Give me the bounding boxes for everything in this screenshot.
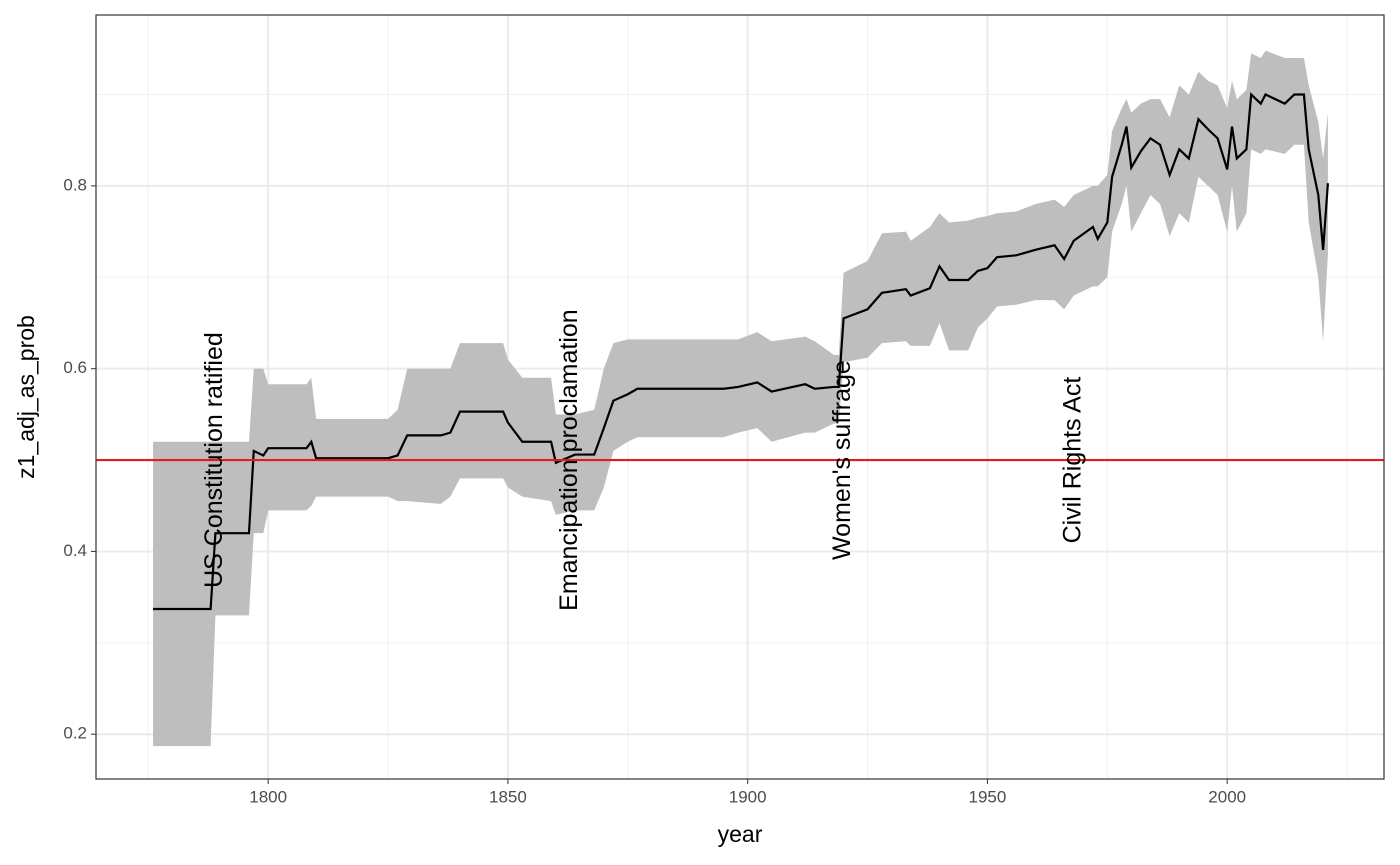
annotation: Women's suffrage (828, 360, 856, 560)
x-tick-label: 2000 (1208, 787, 1246, 806)
x-tick-label: 1800 (249, 787, 287, 806)
x-axis-title: year (718, 821, 763, 847)
confidence-ribbon (153, 50, 1328, 747)
line (153, 92, 1329, 611)
x-tick-label: 1850 (489, 787, 527, 806)
annotation: Civil Rights Act (1058, 377, 1086, 544)
y-tick-label: 0.2 (63, 724, 87, 743)
x-tick-label: 1950 (969, 787, 1007, 806)
annotation: Emancipation proclamation (555, 309, 583, 611)
x-tick-label: 1900 (729, 787, 767, 806)
y-axis-title: z1_adj_as_prob (13, 315, 39, 479)
panel-border (95, 14, 1385, 780)
y-tick-label: 0.6 (63, 358, 87, 377)
y-tick-label: 0.4 (63, 541, 87, 560)
y-tick-label: 0.8 (63, 175, 87, 194)
annotation: US Constitution ratified (200, 332, 228, 588)
